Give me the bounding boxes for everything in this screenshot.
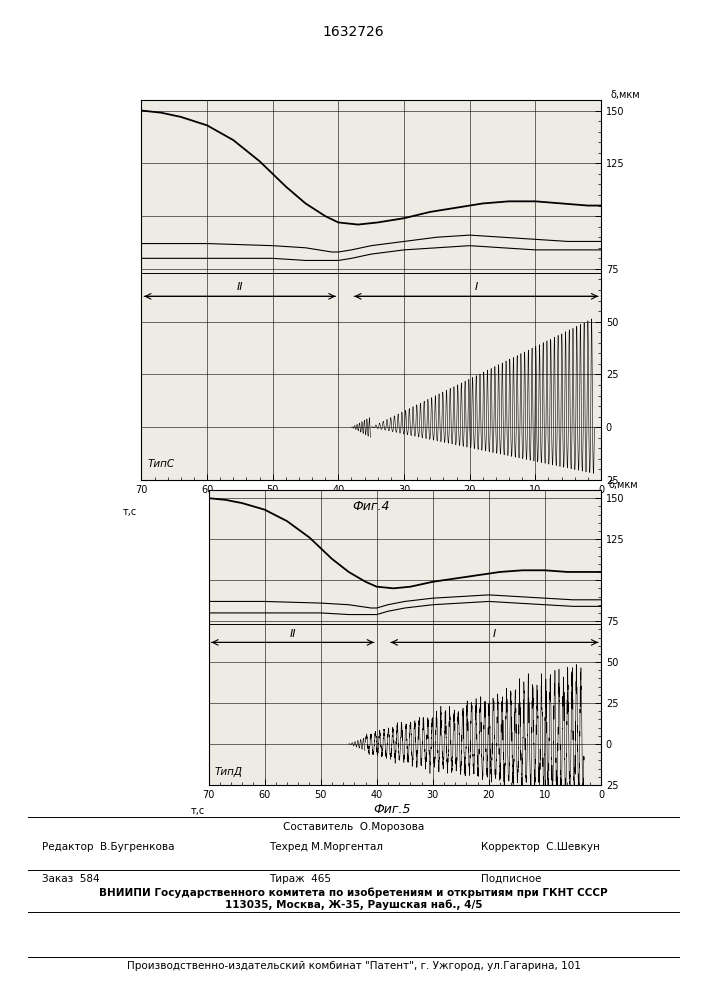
Text: ТипС: ТипС	[148, 459, 175, 469]
Text: Фиг.4: Фиг.4	[352, 500, 390, 513]
Text: ВНИИПИ Государственного комитета по изобретениям и открытиям при ГКНТ СССР: ВНИИПИ Государственного комитета по изоб…	[99, 887, 608, 898]
Text: 1632726: 1632726	[322, 25, 385, 39]
Text: Подписное: Подписное	[481, 874, 541, 884]
Text: Корректор  С.Шевкун: Корректор С.Шевкун	[481, 842, 600, 852]
Text: Тираж  465: Тираж 465	[269, 874, 331, 884]
Text: δ,мкм: δ,мкм	[610, 90, 640, 100]
Text: I: I	[474, 282, 478, 292]
Text: Составитель  О.Морозова: Составитель О.Морозова	[283, 822, 424, 832]
Text: 113035, Москва, Ж-35, Раушская наб., 4/5: 113035, Москва, Ж-35, Раушская наб., 4/5	[225, 900, 482, 910]
Text: II: II	[289, 629, 296, 639]
Text: I: I	[493, 629, 496, 639]
Text: Заказ  584: Заказ 584	[42, 874, 100, 884]
Text: т,с: т,с	[122, 507, 137, 517]
Text: ТипД: ТипД	[214, 767, 243, 777]
Text: т,с: т,с	[190, 806, 204, 816]
Text: Редактор  В.Бугренкова: Редактор В.Бугренкова	[42, 842, 175, 852]
Text: δ,мкм: δ,мкм	[609, 480, 638, 490]
Text: Производственно-издательский комбинат "Патент", г. Ужгород, ул.Гагарина, 101: Производственно-издательский комбинат "П…	[127, 961, 580, 971]
Text: II: II	[237, 282, 243, 292]
Text: Техред М.Моргентал: Техред М.Моргентал	[269, 842, 382, 852]
Text: Фиг.5: Фиг.5	[373, 803, 411, 816]
